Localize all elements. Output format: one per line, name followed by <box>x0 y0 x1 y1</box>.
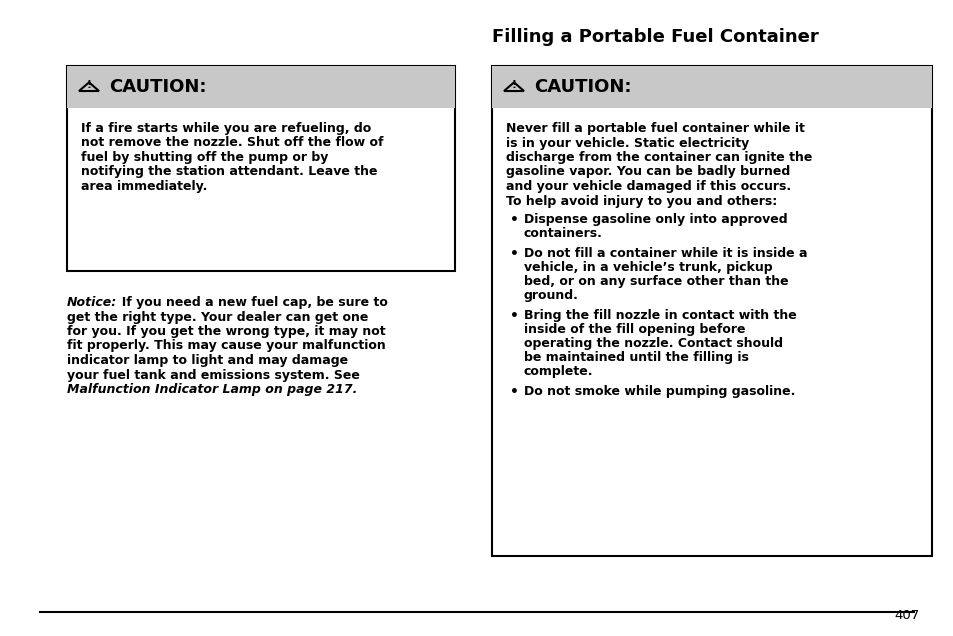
Text: indicator lamp to light and may damage: indicator lamp to light and may damage <box>67 354 348 367</box>
Text: fuel by shutting off the pump or by: fuel by shutting off the pump or by <box>81 151 328 164</box>
Text: discharge from the container can ignite the: discharge from the container can ignite … <box>505 151 812 164</box>
Text: containers.: containers. <box>523 227 602 240</box>
Text: If you need a new fuel cap, be sure to: If you need a new fuel cap, be sure to <box>112 296 388 309</box>
Text: Do not fill a container while it is inside a: Do not fill a container while it is insi… <box>523 247 806 260</box>
Text: area immediately.: area immediately. <box>81 180 207 193</box>
Text: be maintained until the filling is: be maintained until the filling is <box>523 351 748 364</box>
Text: •: • <box>510 213 518 227</box>
Text: get the right type. Your dealer can get one: get the right type. Your dealer can get … <box>67 310 368 324</box>
Text: CAUTION:: CAUTION: <box>109 78 206 96</box>
Text: not remove the nozzle. Shut off the flow of: not remove the nozzle. Shut off the flow… <box>81 137 383 149</box>
Text: CAUTION:: CAUTION: <box>534 78 631 96</box>
Text: inside of the fill opening before: inside of the fill opening before <box>523 323 744 336</box>
Text: •: • <box>510 309 518 323</box>
Text: !: ! <box>87 80 91 90</box>
Text: Malfunction Indicator Lamp on page 217.: Malfunction Indicator Lamp on page 217. <box>67 383 357 396</box>
FancyBboxPatch shape <box>67 66 455 108</box>
FancyBboxPatch shape <box>492 66 931 108</box>
Text: Never fill a portable fuel container while it: Never fill a portable fuel container whi… <box>505 122 804 135</box>
Text: and your vehicle damaged if this occurs.: and your vehicle damaged if this occurs. <box>505 180 790 193</box>
Text: your fuel tank and emissions system. See: your fuel tank and emissions system. See <box>67 368 359 382</box>
Text: ground.: ground. <box>523 289 578 302</box>
Text: Dispense gasoline only into approved: Dispense gasoline only into approved <box>523 213 787 226</box>
Text: notifying the station attendant. Leave the: notifying the station attendant. Leave t… <box>81 165 377 179</box>
FancyBboxPatch shape <box>492 66 931 556</box>
Text: is in your vehicle. Static electricity: is in your vehicle. Static electricity <box>505 137 748 149</box>
Text: •: • <box>510 247 518 261</box>
Text: To help avoid injury to you and others:: To help avoid injury to you and others: <box>505 195 777 207</box>
Text: operating the nozzle. Contact should: operating the nozzle. Contact should <box>523 337 782 350</box>
Text: •: • <box>510 385 518 399</box>
Text: Bring the fill nozzle in contact with the: Bring the fill nozzle in contact with th… <box>523 309 796 322</box>
Text: complete.: complete. <box>523 365 593 378</box>
Text: !: ! <box>511 80 516 90</box>
Text: bed, or on any surface other than the: bed, or on any surface other than the <box>523 275 788 288</box>
Text: fit properly. This may cause your malfunction: fit properly. This may cause your malfun… <box>67 340 385 352</box>
Text: gasoline vapor. You can be badly burned: gasoline vapor. You can be badly burned <box>505 165 789 179</box>
Text: Notice:: Notice: <box>67 296 117 309</box>
Text: Filling a Portable Fuel Container: Filling a Portable Fuel Container <box>492 28 818 46</box>
Text: Do not smoke while pumping gasoline.: Do not smoke while pumping gasoline. <box>523 385 795 398</box>
Text: If a fire starts while you are refueling, do: If a fire starts while you are refueling… <box>81 122 371 135</box>
Text: for you. If you get the wrong type, it may not: for you. If you get the wrong type, it m… <box>67 325 385 338</box>
Text: 407: 407 <box>894 609 919 622</box>
FancyBboxPatch shape <box>67 66 455 271</box>
Text: vehicle, in a vehicle’s trunk, pickup: vehicle, in a vehicle’s trunk, pickup <box>523 261 772 274</box>
